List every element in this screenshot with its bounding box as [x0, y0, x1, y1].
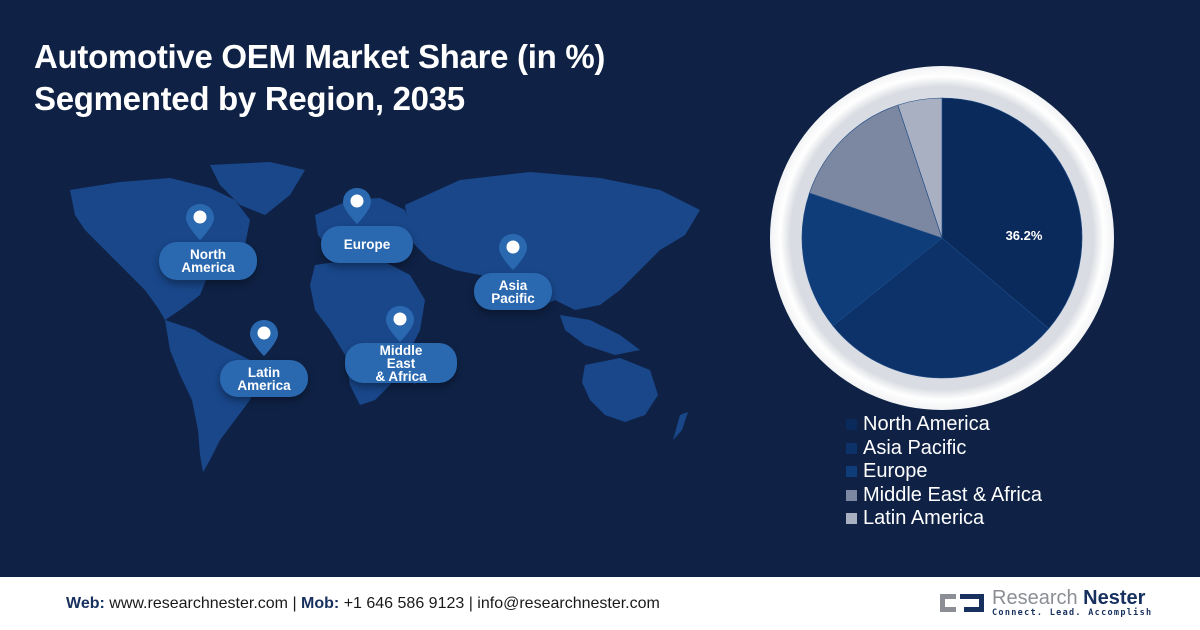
legend-label: Europe	[863, 460, 928, 483]
region-label-asia-pacific: Asia Pacific	[474, 273, 552, 310]
label-line: East	[386, 355, 416, 371]
label-line: North	[190, 247, 226, 262]
location-pin-icon	[186, 204, 214, 240]
legend-swatch	[846, 513, 857, 525]
location-pin-icon	[250, 320, 278, 356]
logo-name-part1: Research	[992, 587, 1084, 609]
pie-slice-latin-america	[897, 97, 943, 239]
chart-title: Automotive OEM Market Share (in %) Segme…	[34, 36, 605, 120]
legend-item-asia-pacific: Asia Pacific	[846, 437, 1042, 461]
legend-item-latin-america: Latin America	[846, 507, 1042, 531]
web-link[interactable]: www.researchnester.com |	[104, 595, 302, 612]
label-line: America	[181, 260, 235, 275]
label-line: & Africa	[375, 368, 427, 384]
label-line: Pacific	[491, 290, 535, 306]
legend-swatch	[846, 489, 857, 501]
location-pin-icon	[499, 234, 527, 270]
pie-data-label: 36.2%	[1006, 228, 1043, 243]
region-label-latin-america: Latin America	[220, 360, 308, 397]
infographic-panel: Automotive OEM Market Share (in %) Segme…	[34, 36, 1114, 531]
label-line: Europe	[343, 237, 391, 252]
region-label-north-america: North America	[159, 242, 257, 280]
legend-item-europe: Europe	[846, 460, 1042, 484]
south-america-landmass	[165, 320, 260, 472]
greenland-landmass	[210, 162, 305, 215]
pie-slice-asia-pacific	[832, 237, 1050, 379]
logo-name-part2: Nester	[1083, 587, 1146, 609]
legend-item-north-america: North America	[846, 413, 1042, 437]
legend-label: Middle East & Africa	[863, 483, 1042, 506]
pie-chart: 36.2%	[770, 66, 1114, 410]
region-label-middle-east-africa: Middle East & Africa	[345, 343, 457, 383]
footer: Web: www.researchnester.com | Mob: +1 64…	[0, 575, 1200, 630]
pie-slices	[801, 97, 1083, 379]
logo-tagline: Connect. Lead. Accomplish	[992, 608, 1153, 618]
asia-landmass	[405, 172, 700, 310]
label-line: America	[237, 377, 291, 393]
southeast-asia-landmass	[560, 315, 640, 355]
australia-landmass	[582, 358, 658, 422]
label-line: Middle	[379, 342, 423, 358]
logo-mark-icon	[940, 594, 984, 612]
mob-label: Mob:	[301, 595, 340, 612]
title-line-2: Segmented by Region, 2035	[34, 80, 465, 117]
new-zealand-landmass	[673, 412, 688, 440]
legend-swatch	[846, 466, 857, 478]
legend-swatch	[846, 442, 857, 454]
legend-label: North America	[863, 413, 990, 436]
location-pin-icon	[386, 306, 414, 342]
label-line: Asia	[498, 277, 528, 293]
logo-name: Research Nester	[992, 588, 1152, 608]
legend-label: Latin America	[863, 507, 985, 530]
web-label: Web:	[66, 595, 105, 612]
legend-swatch	[846, 419, 857, 431]
label-line: Latin	[247, 364, 281, 380]
phone-and-email[interactable]: +1 646 586 9123 | info@researchnester.co…	[339, 595, 660, 612]
location-pin-icon	[343, 188, 371, 224]
title-line-1: Automotive OEM Market Share (in %)	[34, 38, 606, 75]
legend-label: Asia Pacific	[863, 436, 967, 459]
chart-legend: North America Asia Pacific Europe Middle…	[846, 413, 1042, 531]
region-label-europe: Europe	[321, 226, 413, 263]
research-nester-logo: Research Nester Connect. Lead. Accomplis…	[936, 588, 1152, 618]
contact-info: Web: www.researchnester.com | Mob: +1 64…	[66, 595, 660, 613]
pie-slice-north-america	[941, 97, 1083, 330]
legend-item-middle-east-africa: Middle East & Africa	[846, 484, 1042, 508]
